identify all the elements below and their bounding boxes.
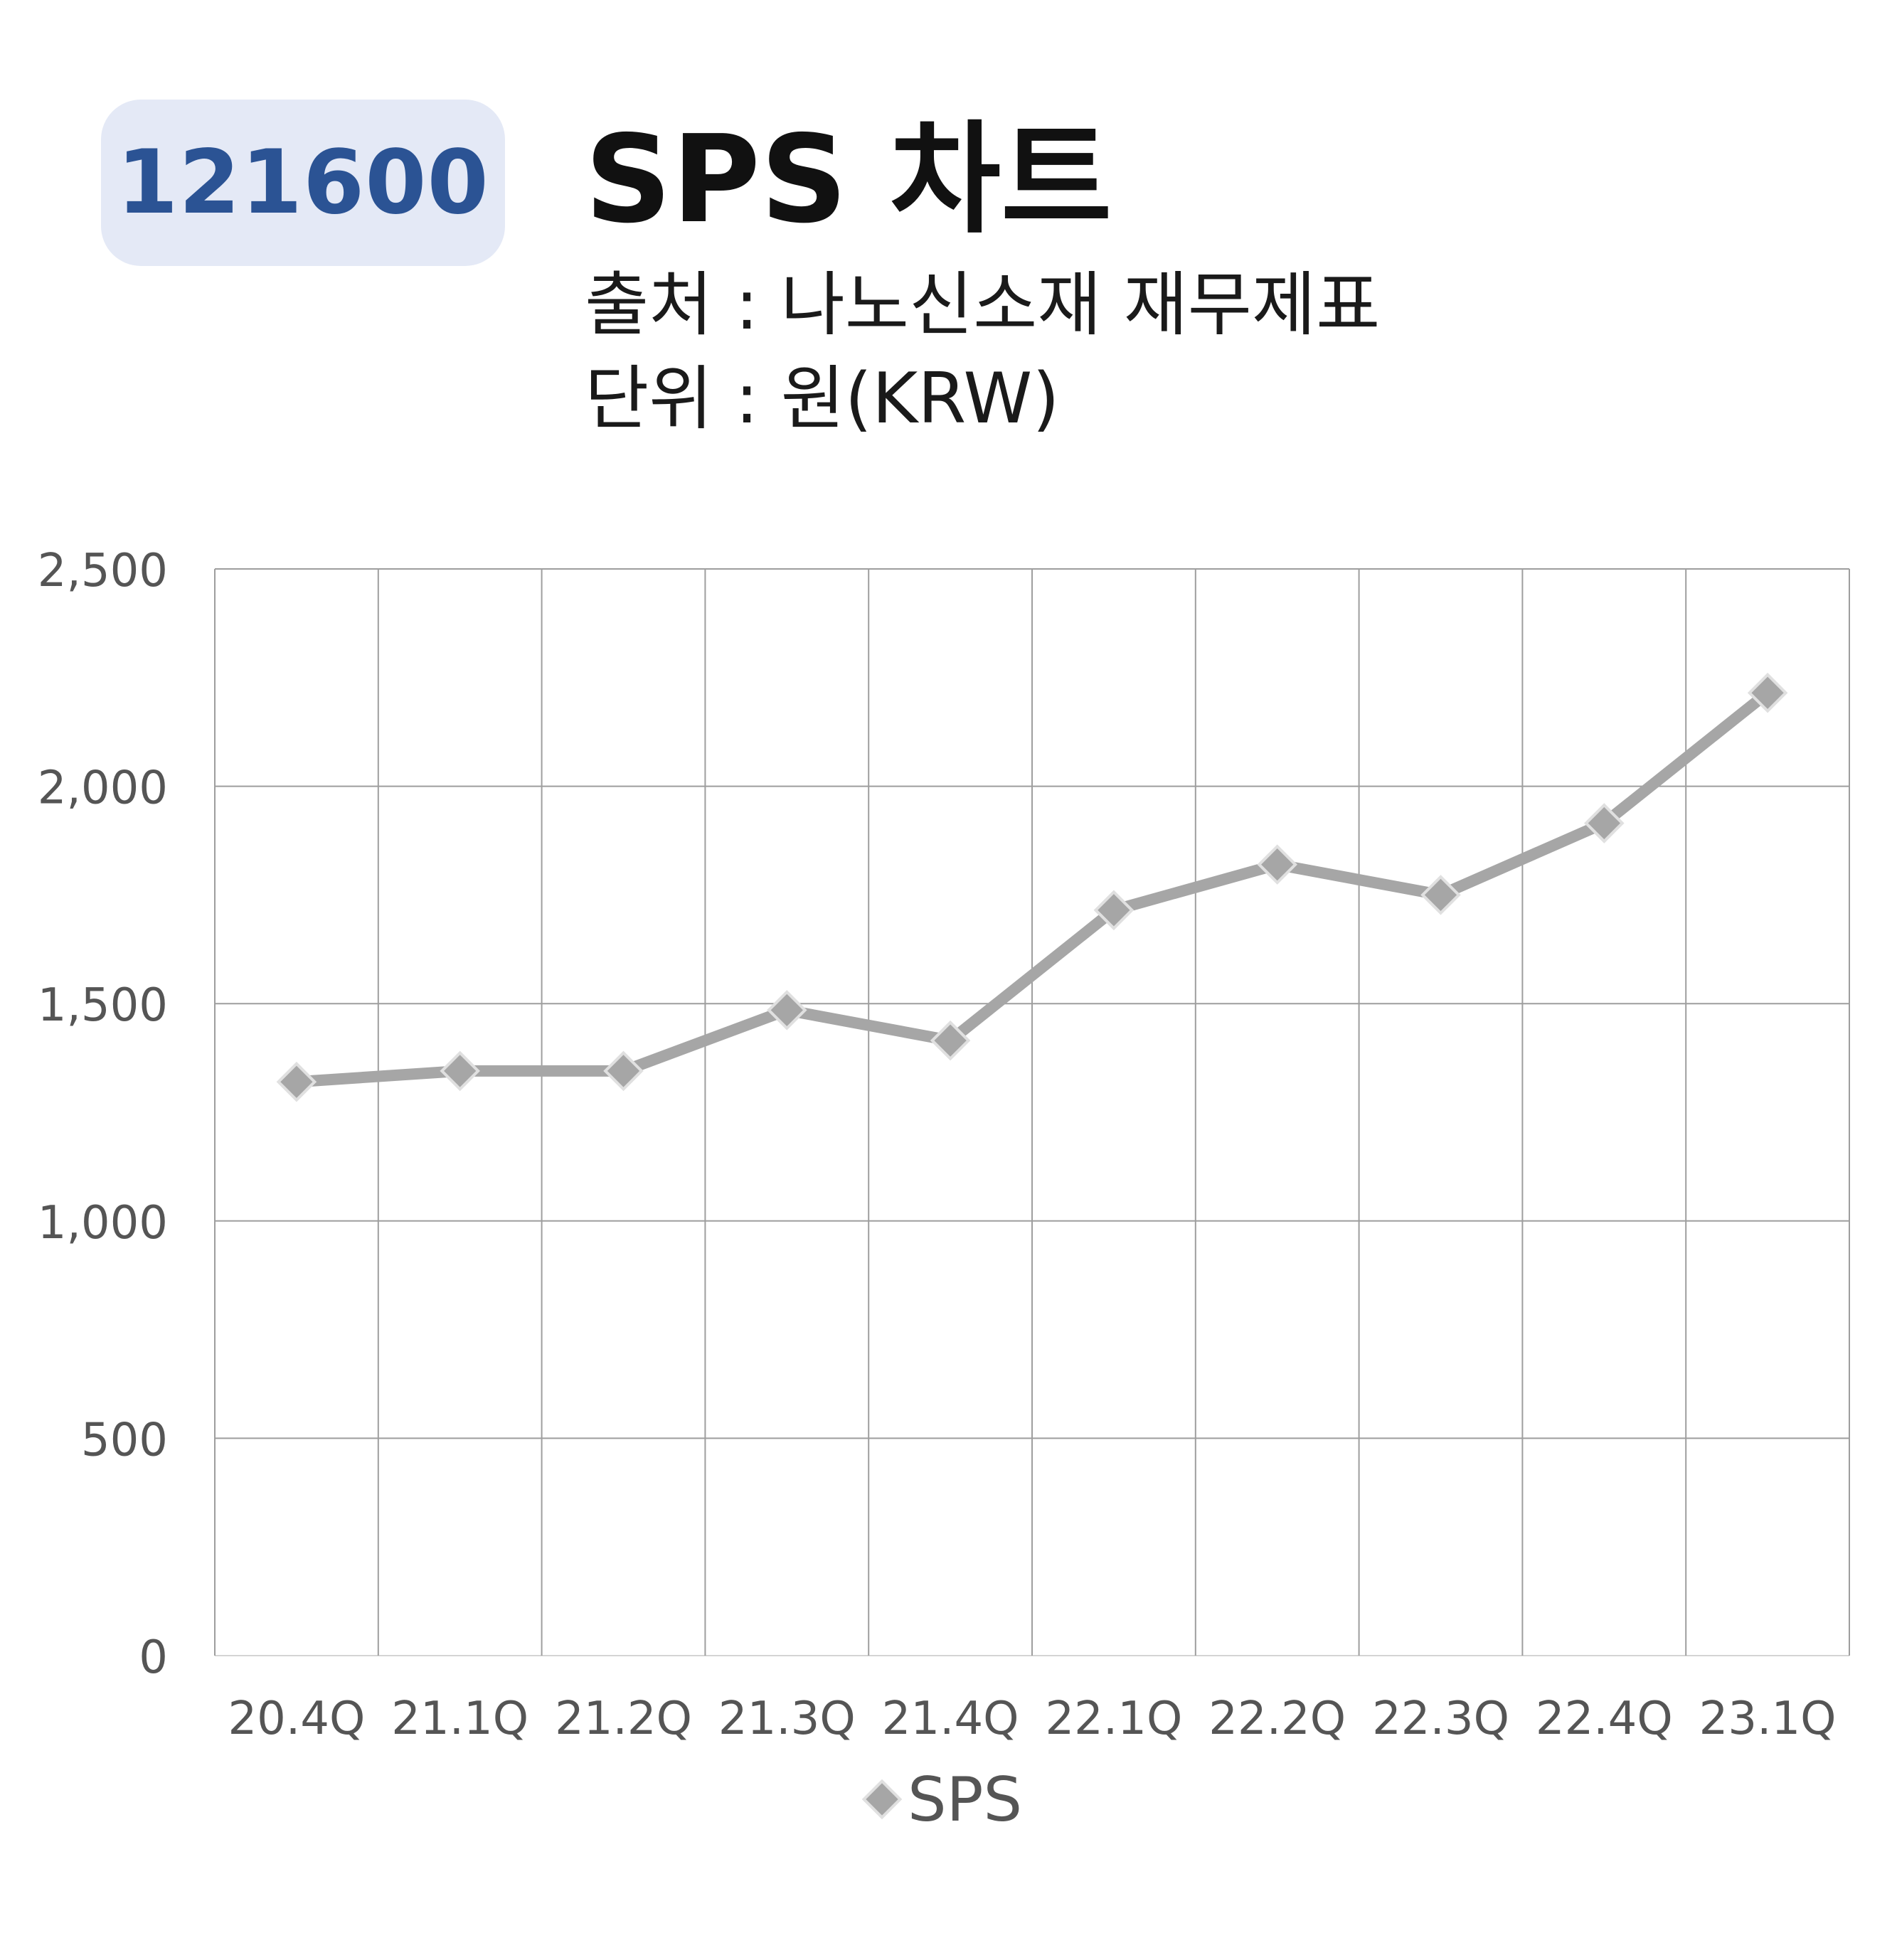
x-tick-label: 21.3Q xyxy=(718,1693,856,1745)
x-tick-label: 20.4Q xyxy=(228,1693,365,1745)
series-sps xyxy=(276,672,1788,1102)
y-axis-tick-labels: 0 500 1,000 1,500 2,000 2,500 xyxy=(38,545,168,1684)
source-label: 출처 : 나노신소재 재무제표 xyxy=(585,265,1381,346)
x-tick-label: 21.1Q xyxy=(391,1693,528,1745)
legend-diamond-icon xyxy=(861,1779,903,1820)
series-line-sps xyxy=(290,687,1774,1088)
y-tick-label: 1,500 xyxy=(38,979,168,1032)
data-point-marker xyxy=(930,1020,971,1061)
stock-code-badge: 121600 xyxy=(101,100,505,266)
x-tick-label: 22.4Q xyxy=(1536,1693,1673,1745)
x-axis-tick-labels: 20.4Q 21.1Q 21.2Q 21.3Q 21.4Q 22.1Q 22.2Q 22.3Q… xyxy=(228,1693,1836,1745)
y-tick-label: 2,500 xyxy=(38,545,168,597)
data-point-marker xyxy=(1420,875,1461,915)
y-tick-label: 500 xyxy=(81,1414,168,1466)
x-tick-label: 21.4Q xyxy=(882,1693,1019,1745)
unit-label: 단위 : 원(KRW) xyxy=(585,358,1060,440)
x-tick-label: 23.1Q xyxy=(1699,1693,1837,1745)
data-point-marker xyxy=(1584,803,1625,843)
data-point-marker xyxy=(440,1050,480,1092)
y-tick-label: 0 xyxy=(139,1631,168,1684)
data-point-marker xyxy=(1093,890,1135,931)
y-tick-label: 2,000 xyxy=(38,762,168,815)
chart-grid xyxy=(214,568,1850,1656)
chart-title: SPS 차트 xyxy=(585,110,1112,250)
x-tick-label: 22.1Q xyxy=(1045,1693,1182,1745)
x-tick-label: 22.2Q xyxy=(1208,1693,1346,1745)
data-point-marker xyxy=(1747,672,1788,713)
data-point-marker xyxy=(276,1061,317,1102)
y-tick-label: 1,000 xyxy=(38,1197,168,1250)
data-point-marker xyxy=(767,990,807,1030)
data-point-marker xyxy=(1257,844,1297,885)
x-tick-label: 21.2Q xyxy=(555,1693,692,1745)
chart-legend: SPS xyxy=(861,1764,1022,1836)
data-point-marker xyxy=(603,1050,644,1092)
legend-label-sps: SPS xyxy=(908,1764,1022,1836)
x-tick-label: 22.3Q xyxy=(1372,1693,1509,1745)
